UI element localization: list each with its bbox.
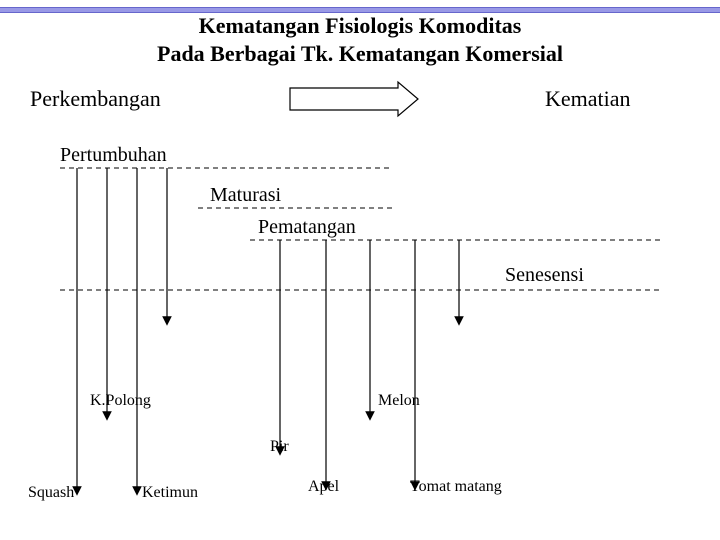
- commodity-apel: Apel: [308, 478, 339, 496]
- stage-senesensi: Senesensi: [505, 264, 584, 287]
- stage-pematangan: Pematangan: [258, 216, 356, 239]
- commodity-melon: Melon: [378, 392, 420, 410]
- commodity-kpolong: K.Polong: [90, 392, 151, 410]
- diagram-overlay: [0, 0, 720, 540]
- commodity-pir: Pir: [270, 438, 289, 456]
- title-line2: Pada Berbagai Tk. Kematangan Komersial: [157, 41, 563, 66]
- title-line1: Kematangan Fisiologis Komoditas: [199, 13, 522, 38]
- stage-maturasi: Maturasi: [210, 184, 281, 207]
- commodity-ketimun: Ketimun: [142, 484, 198, 502]
- commodity-squash: Squash: [28, 484, 74, 502]
- label-kematian: Kematian: [545, 86, 631, 112]
- label-degradasi: Degradasi: [312, 86, 401, 112]
- top-decoration: [0, 0, 720, 6]
- label-perkembangan: Perkembangan: [30, 86, 161, 112]
- page-title: Kematangan Fisiologis Komoditas Pada Ber…: [0, 12, 720, 67]
- commodity-tomat: Tomat matang: [410, 478, 502, 496]
- stage-pertumbuhan: Pertumbuhan: [60, 144, 167, 167]
